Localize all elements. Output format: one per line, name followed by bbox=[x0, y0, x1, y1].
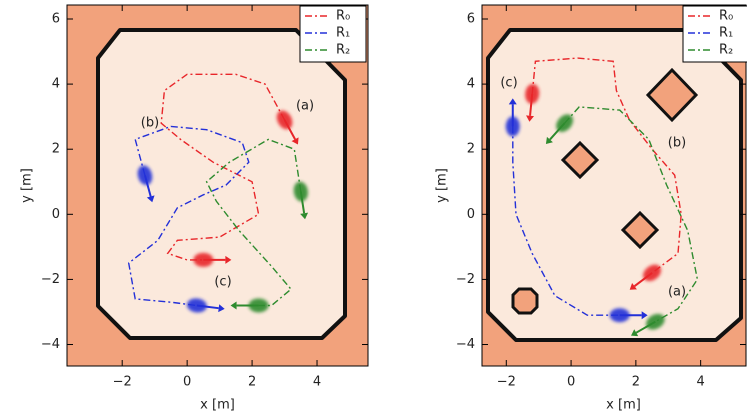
panel: (a) (b) (c) −2 0 2 4 −4 −2 0 2 4 6 x [m] y [m] R₀ R₁ R₂ bbox=[435, 5, 747, 413]
obstacle bbox=[513, 289, 537, 313]
x-tick-label: 4 bbox=[697, 375, 705, 390]
y-tick-label: 4 bbox=[52, 77, 60, 92]
y-tick-label: 6 bbox=[467, 11, 475, 26]
y-tick-label: −4 bbox=[41, 337, 60, 352]
x-axis-label: x [m] bbox=[200, 398, 235, 413]
x-axis-label: x [m] bbox=[606, 398, 641, 413]
legend-label: R₁ bbox=[719, 26, 733, 41]
x-tick-label: 0 bbox=[567, 375, 575, 390]
x-tick-label: −2 bbox=[113, 375, 132, 390]
panel: (a) (b) (c) −2 0 2 4 −4 −2 0 2 4 6 x [m] y [m] R₀ R₁ R₂ bbox=[20, 5, 369, 413]
y-tick-label: 0 bbox=[52, 207, 60, 222]
legend-label: R₂ bbox=[719, 43, 733, 58]
legend-label: R₀ bbox=[719, 9, 733, 24]
y-axis-label: y [m] bbox=[20, 168, 35, 203]
annotation: (a) bbox=[668, 285, 686, 300]
annotation: (b) bbox=[668, 136, 686, 151]
annotation: (b) bbox=[141, 116, 159, 131]
y-tick-label: −4 bbox=[456, 337, 475, 352]
x-tick-label: 0 bbox=[183, 375, 191, 390]
y-tick-label: −2 bbox=[456, 272, 475, 287]
figure: (a)(b)(c)−2024−4−20246x [m]y [m]R₀R₁R₂(a… bbox=[0, 0, 747, 417]
legend-box bbox=[300, 6, 366, 62]
x-tick-label: 4 bbox=[313, 375, 321, 390]
annotation: (c) bbox=[500, 76, 517, 91]
y-tick-label: −2 bbox=[41, 272, 60, 287]
y-tick-label: 0 bbox=[467, 207, 475, 222]
y-tick-label: 4 bbox=[467, 77, 475, 92]
legend-box bbox=[683, 6, 747, 62]
x-tick-label: −2 bbox=[497, 375, 516, 390]
legend-label: R₂ bbox=[336, 43, 350, 58]
y-axis-label: y [m] bbox=[435, 168, 450, 203]
x-tick-label: 2 bbox=[248, 375, 256, 390]
legend-label: R₀ bbox=[336, 9, 350, 24]
y-tick-label: 2 bbox=[467, 142, 475, 157]
annotation: (a) bbox=[296, 99, 314, 114]
y-tick-label: 2 bbox=[52, 142, 60, 157]
y-tick-label: 6 bbox=[52, 11, 60, 26]
x-tick-label: 2 bbox=[632, 375, 640, 390]
map-free-space bbox=[98, 30, 345, 338]
legend-label: R₁ bbox=[336, 26, 350, 41]
annotation: (c) bbox=[214, 275, 231, 290]
